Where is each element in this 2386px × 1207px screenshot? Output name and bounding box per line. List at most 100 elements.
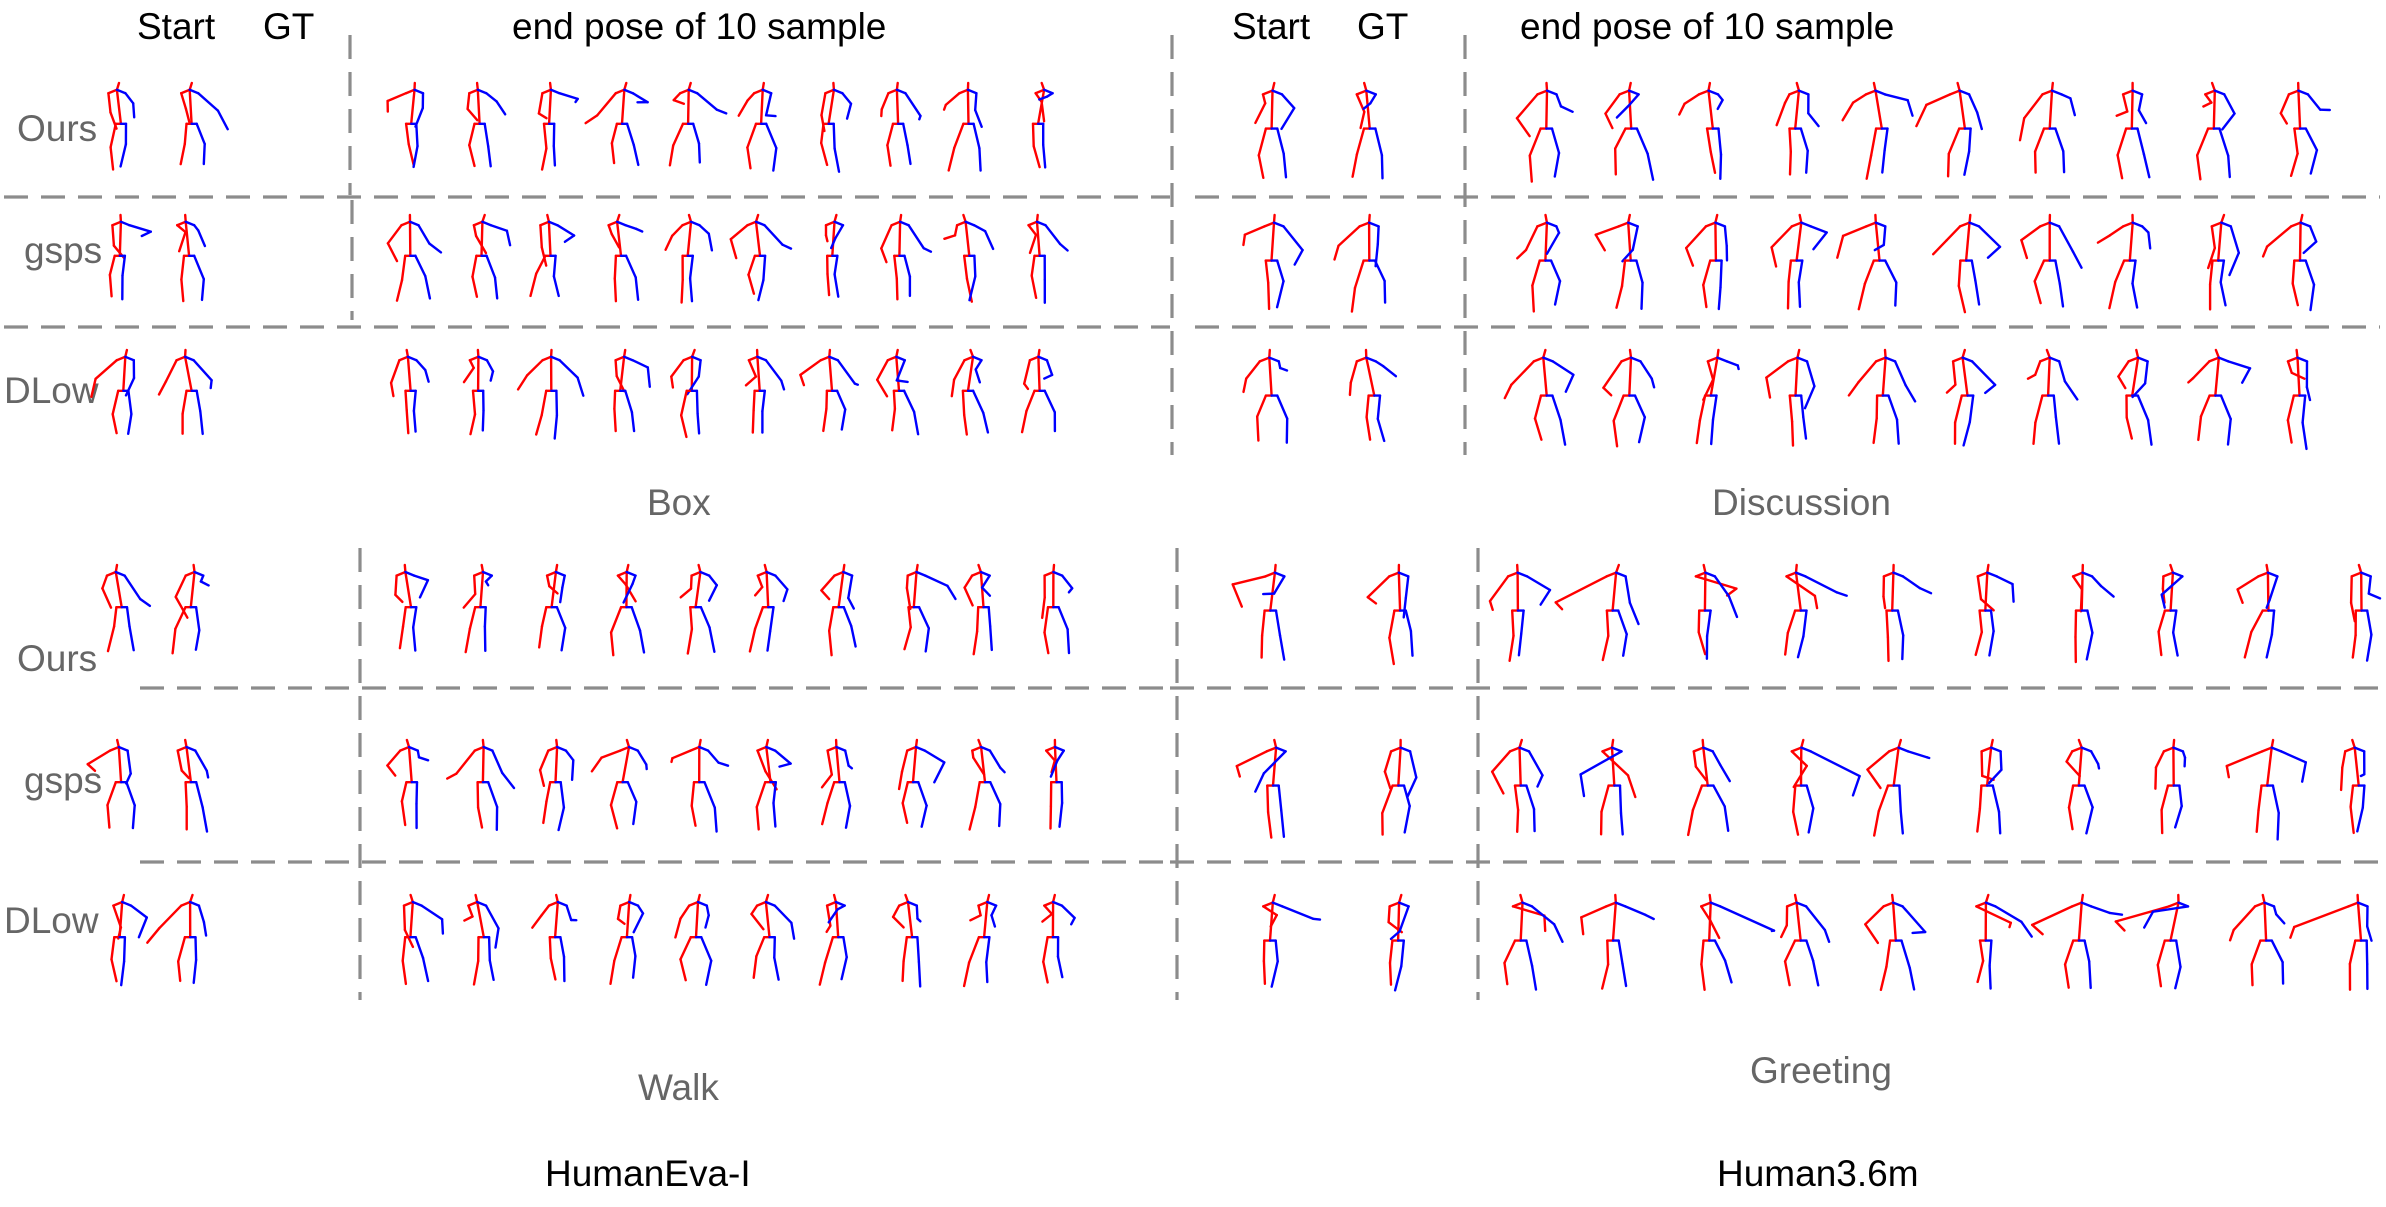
right-limb-segment: [1614, 571, 1627, 578]
left-limb-segment: [2214, 348, 2221, 359]
right-limb-segment: [1539, 588, 1552, 606]
left-limb-segment: [2033, 360, 2042, 376]
right-limb-segment: [2265, 598, 2271, 609]
left-limb-segment: [176, 936, 187, 963]
right-limb-segment: [1056, 749, 1066, 762]
left-limb-segment: [1269, 571, 1277, 612]
right-limb-segment: [1644, 913, 1655, 921]
right-limb-segment: [413, 574, 430, 582]
pose-skeleton: [950, 348, 990, 436]
right-limb-segment: [1274, 939, 1279, 963]
left-limb-segment: [682, 355, 694, 362]
left-limb-segment: [825, 924, 832, 934]
right-limb-segment: [505, 229, 512, 247]
right-limb-segment: [1984, 901, 1997, 908]
left-limb-segment: [1882, 901, 1895, 908]
left-limb-segment: [2202, 101, 2213, 108]
right-limb-segment: [2060, 93, 2072, 100]
right-limb-segment: [128, 625, 135, 652]
right-limb-segment: [836, 904, 846, 911]
left-limb-segment: [1260, 634, 1264, 659]
right-limb-segment: [1799, 127, 1809, 152]
left-limb-segment: [386, 764, 397, 777]
left-limb-segment: [972, 756, 986, 776]
left-limb-segment: [1864, 923, 1880, 945]
left-limb-segment: [386, 749, 402, 767]
left-limb-segment: [538, 749, 550, 772]
right-limb-segment: [918, 114, 922, 121]
left-limb-segment: [1269, 913, 1279, 928]
left-limb-segment: [542, 800, 548, 825]
pose-skeleton: [1381, 738, 1418, 836]
left-limb-segment: [799, 359, 822, 377]
left-limb-segment: [947, 146, 956, 172]
left-limb-segment: [625, 900, 631, 939]
right-limb-segment: [1545, 231, 1561, 255]
right-limb-segment: [1639, 360, 1654, 380]
right-limb-segment: [1376, 417, 1386, 443]
right-limb-segment: [1262, 750, 1287, 775]
right-limb-segment: [188, 88, 200, 95]
right-limb-segment: [1408, 750, 1418, 779]
right-limb-segment: [1621, 248, 1635, 263]
pose-skeleton: [1262, 893, 1322, 988]
right-limb-segment: [1799, 394, 1805, 419]
right-limb-segment: [1275, 280, 1285, 309]
left-limb-segment: [944, 91, 961, 107]
left-limb-segment: [1519, 893, 1524, 904]
left-limb-segment: [1865, 221, 1878, 228]
left-limb-segment: [395, 279, 404, 302]
right-limb-segment: [2090, 575, 2103, 588]
left-limb-segment: [188, 893, 194, 904]
left-limb-segment: [401, 936, 407, 962]
left-limb-segment: [969, 348, 975, 358]
right-limb-segment: [1704, 571, 1717, 578]
right-limb-segment: [631, 954, 637, 979]
left-limb-segment: [476, 806, 484, 829]
left-limb-segment: [2067, 806, 2074, 831]
left-limb-segment: [1268, 356, 1273, 397]
action-caption-box: Box: [647, 482, 711, 523]
left-limb-segment: [398, 355, 410, 362]
right-limb-segment: [2081, 571, 2094, 578]
right-limb-segment: [845, 102, 853, 120]
right-limb-segment: [195, 122, 206, 146]
right-limb-segment: [1617, 609, 1628, 636]
right-limb-segment: [1709, 901, 1722, 908]
left-limb-segment: [1034, 91, 1043, 104]
left-limb-segment: [554, 745, 559, 784]
left-limb-segment: [821, 801, 829, 826]
left-limb-segment: [2350, 571, 2363, 578]
right-limb-segment: [1635, 259, 1644, 284]
right-limb-segment: [1621, 962, 1628, 988]
left-limb-segment: [525, 359, 544, 377]
left-limb-segment: [1975, 905, 2013, 924]
left-limb-segment: [1544, 213, 1549, 224]
left-limb-segment: [1874, 221, 1881, 262]
left-limb-segment: [1605, 571, 1618, 578]
left-limb-segment: [2128, 221, 2134, 262]
left-limb-segment: [672, 91, 682, 102]
left-limb-segment: [2187, 377, 2195, 384]
left-limb-segment: [1684, 246, 1695, 267]
right-limb-segment: [126, 412, 133, 435]
left-limb-segment: [747, 355, 759, 362]
right-limb-segment: [415, 359, 427, 372]
left-limb-segment: [1261, 93, 1267, 105]
left-limb-segment: [184, 781, 188, 808]
right-limb-segment: [1624, 575, 1632, 604]
right-limb-segment: [1986, 245, 2002, 259]
right-limb-segment: [1702, 746, 1715, 753]
left-limb-segment: [1697, 631, 1707, 656]
left-limb-segment: [473, 745, 485, 752]
left-limb-segment: [1958, 89, 1967, 130]
left-limb-segment: [537, 112, 548, 120]
right-limb-segment: [920, 804, 928, 828]
pose-skeleton: [2206, 213, 2241, 311]
left-limb-segment: [826, 781, 836, 805]
right-limb-segment: [1650, 377, 1656, 389]
right-limb-segment: [2080, 901, 2093, 908]
pose-skeleton: [1031, 81, 1054, 169]
right-limb-segment: [840, 408, 847, 431]
right-limb-segment: [705, 904, 710, 917]
